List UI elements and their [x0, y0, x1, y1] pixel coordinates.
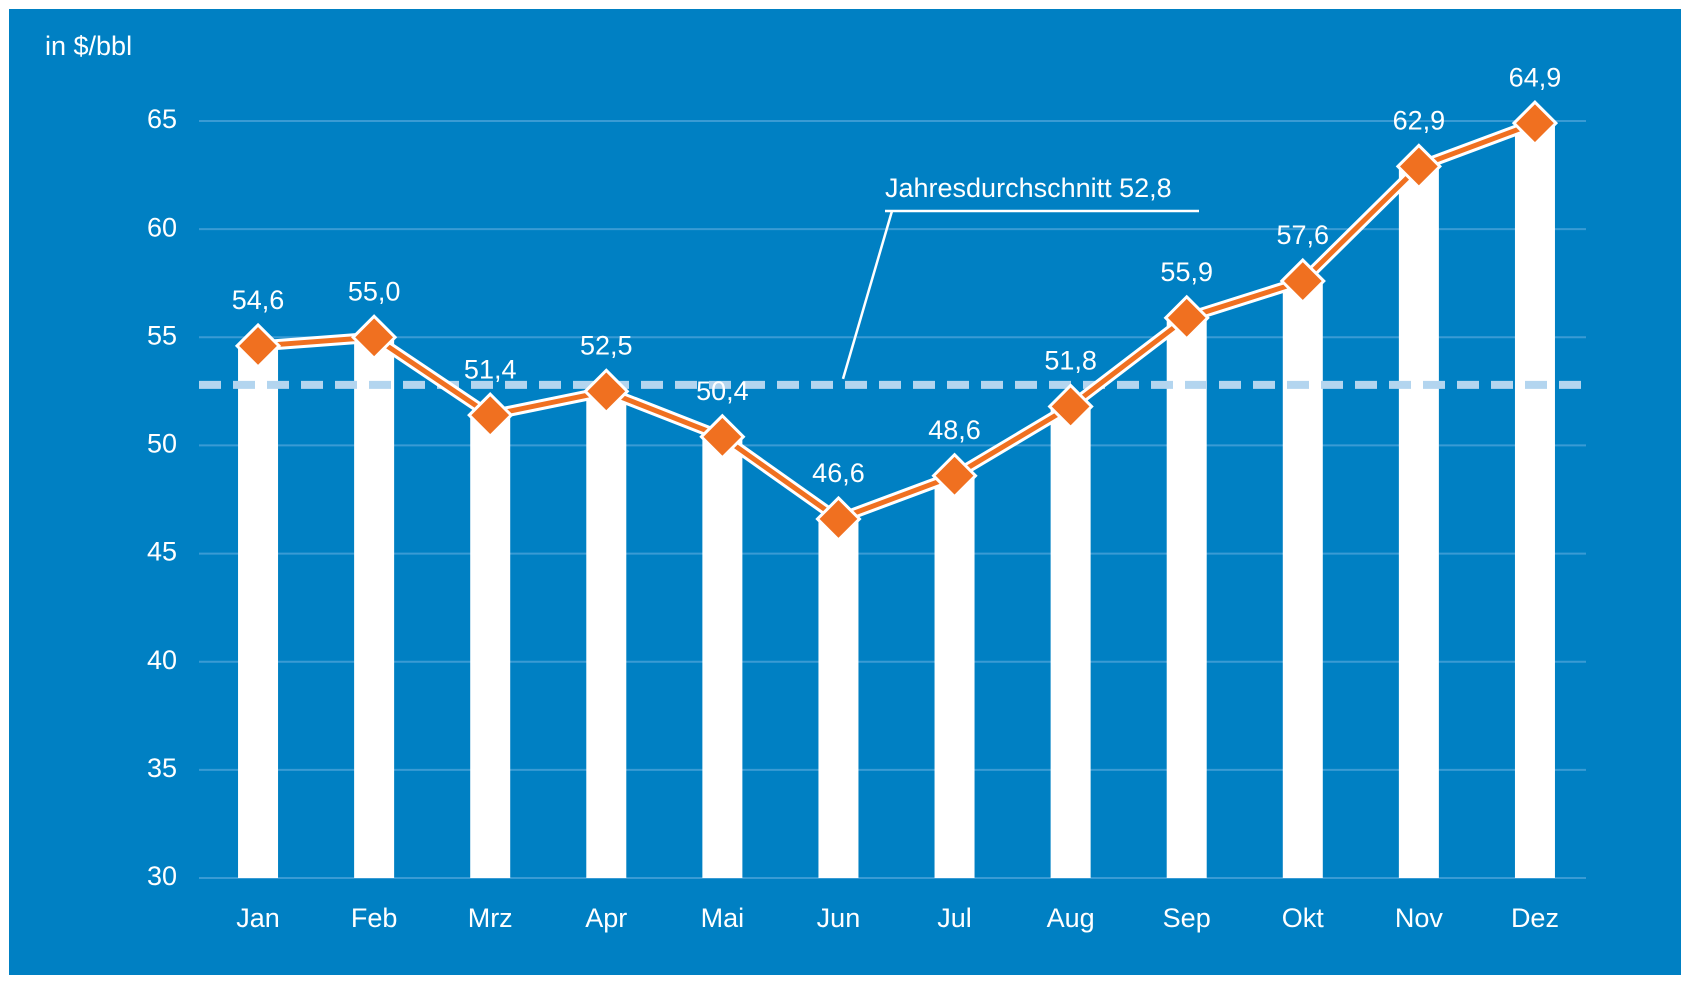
- x-tick-label: Okt: [1282, 903, 1325, 933]
- value-label: 52,5: [580, 330, 633, 360]
- x-tick-label: Jan: [236, 903, 280, 933]
- x-tick-label: Jun: [817, 903, 861, 933]
- value-label: 64,9: [1509, 62, 1562, 92]
- y-tick-label: 60: [147, 212, 177, 242]
- bar: [1050, 406, 1091, 878]
- value-label: 46,6: [812, 458, 865, 488]
- marker: [1395, 143, 1442, 190]
- marker: [1279, 257, 1326, 305]
- value-label: 62,9: [1393, 106, 1446, 136]
- marker: [234, 322, 282, 370]
- bar: [1514, 123, 1555, 879]
- bar: [702, 436, 743, 878]
- y-tick-label: 40: [147, 645, 177, 675]
- marker: [931, 452, 978, 499]
- bar: [1166, 317, 1207, 878]
- x-tick-label: Sep: [1163, 903, 1211, 933]
- value-label: 51,4: [464, 354, 517, 384]
- x-tick-label: Nov: [1395, 903, 1444, 933]
- marker: [815, 495, 862, 543]
- y-tick-label: 55: [147, 320, 177, 350]
- marker: [1047, 383, 1094, 430]
- x-tick-label: Jul: [937, 903, 972, 933]
- value-label: 55,9: [1160, 257, 1213, 287]
- x-tick-label: Mrz: [468, 903, 513, 933]
- value-label: 50,4: [696, 376, 749, 406]
- y-tick-label: 45: [147, 537, 177, 567]
- bar: [238, 345, 279, 878]
- x-tick-label: Mai: [701, 903, 745, 933]
- bar: [354, 337, 395, 878]
- y-tick-label: 50: [147, 429, 177, 459]
- marker: [1511, 100, 1559, 147]
- x-tick-label: Feb: [351, 903, 398, 933]
- y-tick-label: 30: [147, 861, 177, 891]
- value-label: 54,6: [232, 285, 285, 315]
- value-label: 57,6: [1277, 220, 1330, 250]
- x-tick-label: Dez: [1511, 903, 1559, 933]
- y-axis-label: in $/bbl: [45, 31, 132, 61]
- value-label: 51,8: [1044, 346, 1097, 376]
- marker: [699, 413, 746, 460]
- annotation-leader: [841, 210, 894, 380]
- y-tick-label: 65: [147, 104, 177, 134]
- x-tick-label: Aug: [1047, 903, 1095, 933]
- annotation: Jahresdurchschnitt 52,8: [885, 173, 1172, 203]
- bar: [1398, 166, 1439, 879]
- y-tick-label: 35: [147, 753, 177, 783]
- bar: [934, 475, 975, 878]
- bar: [470, 415, 511, 878]
- bar: [586, 391, 627, 878]
- marker: [467, 392, 514, 439]
- marker: [583, 368, 630, 415]
- x-tick-label: Apr: [585, 903, 627, 933]
- marker: [351, 314, 398, 361]
- line: [257, 120, 1536, 522]
- value-label: 48,6: [928, 415, 981, 445]
- bar: [818, 518, 859, 878]
- value-label: 55,0: [348, 276, 401, 306]
- bar: [1282, 281, 1323, 879]
- marker: [1163, 294, 1210, 341]
